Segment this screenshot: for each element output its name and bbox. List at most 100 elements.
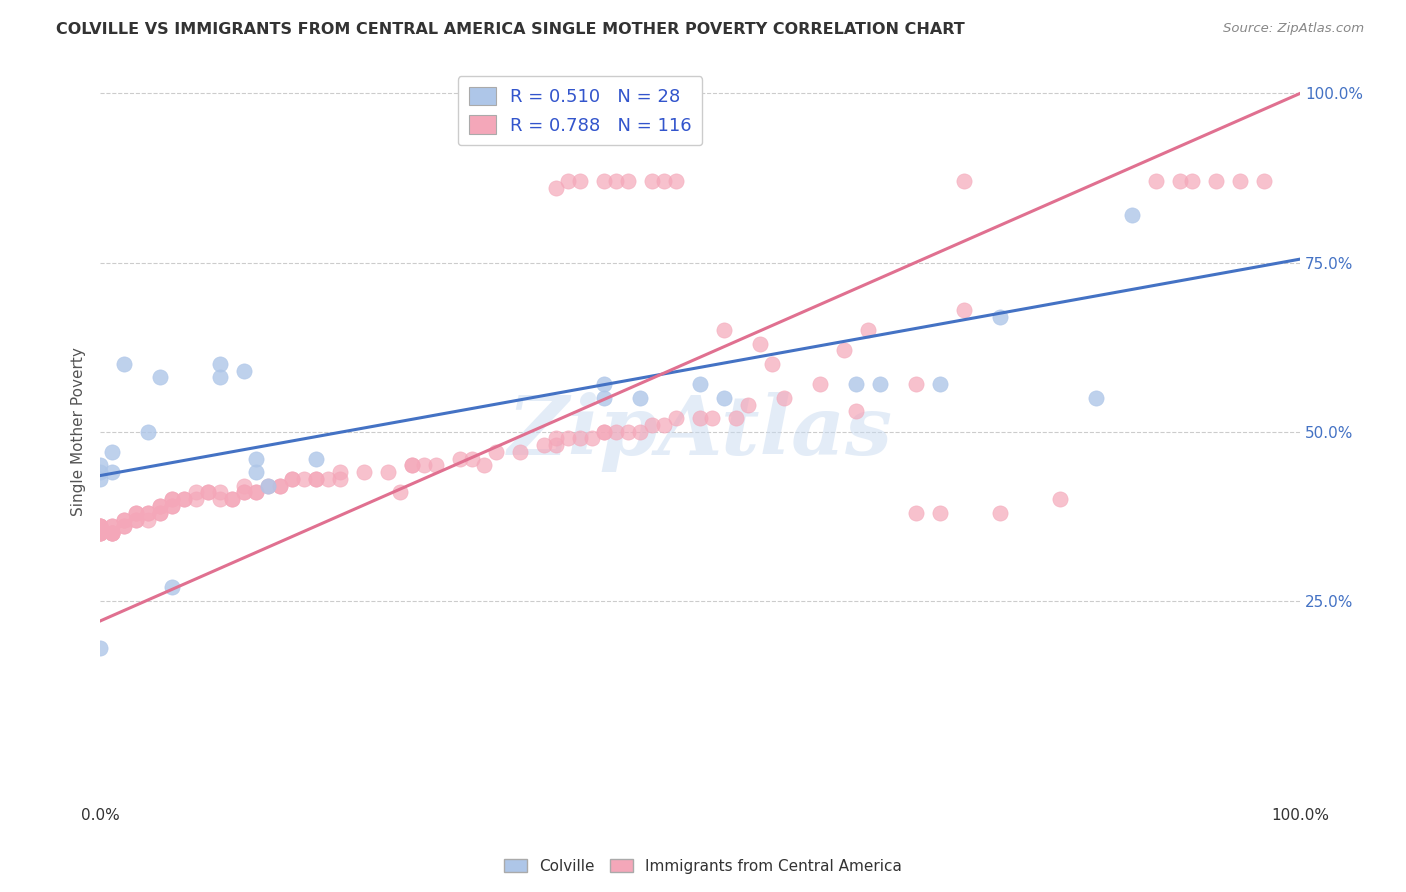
Point: [101, 526, 124, 541]
Point: [605, 174, 627, 188]
Point: [389, 485, 412, 500]
Point: [269, 479, 291, 493]
Point: [593, 425, 616, 439]
Point: [652, 174, 675, 188]
Point: [160, 492, 183, 507]
Point: [316, 472, 339, 486]
Point: [160, 492, 183, 507]
Point: [89, 526, 111, 541]
Point: [377, 465, 399, 479]
Point: [112, 512, 135, 526]
Point: [305, 472, 328, 486]
Point: [401, 458, 423, 473]
Point: [689, 377, 711, 392]
Point: [617, 174, 640, 188]
Point: [905, 377, 928, 392]
Point: [149, 499, 172, 513]
Point: [257, 479, 280, 493]
Point: [125, 506, 148, 520]
Point: [101, 519, 124, 533]
Point: [245, 485, 267, 500]
Point: [160, 499, 183, 513]
Point: [472, 458, 495, 473]
Point: [136, 506, 159, 520]
Point: [197, 485, 219, 500]
Point: [89, 526, 111, 541]
Point: [700, 411, 723, 425]
Point: [557, 431, 579, 445]
Point: [101, 445, 124, 459]
Point: [89, 641, 111, 656]
Point: [125, 506, 148, 520]
Point: [245, 465, 267, 479]
Point: [209, 370, 232, 384]
Point: [1253, 174, 1275, 188]
Point: [845, 404, 868, 418]
Point: [269, 479, 291, 493]
Point: [665, 174, 688, 188]
Point: [89, 526, 111, 541]
Point: [173, 492, 195, 507]
Point: [89, 519, 111, 533]
Point: [281, 472, 304, 486]
Point: [641, 174, 664, 188]
Point: [652, 417, 675, 432]
Point: [89, 519, 111, 533]
Point: [546, 438, 568, 452]
Point: [112, 357, 135, 371]
Point: [593, 174, 616, 188]
Point: [149, 370, 172, 384]
Point: [1085, 391, 1108, 405]
Point: [665, 411, 688, 425]
Point: [628, 391, 651, 405]
Point: [136, 425, 159, 439]
Point: [233, 485, 256, 500]
Point: [184, 492, 207, 507]
Text: Source: ZipAtlas.com: Source: ZipAtlas.com: [1223, 22, 1364, 36]
Point: [413, 458, 436, 473]
Point: [557, 174, 579, 188]
Point: [845, 377, 868, 392]
Point: [641, 417, 664, 432]
Point: [1049, 492, 1071, 507]
Point: [1168, 174, 1191, 188]
Point: [988, 310, 1011, 324]
Point: [713, 323, 735, 337]
Legend: Colville, Immigrants from Central America: Colville, Immigrants from Central Americ…: [498, 853, 908, 880]
Point: [725, 411, 748, 425]
Text: ZipAtlas: ZipAtlas: [508, 392, 893, 472]
Point: [617, 425, 640, 439]
Y-axis label: Single Mother Poverty: Single Mother Poverty: [72, 347, 86, 516]
Point: [173, 492, 195, 507]
Point: [184, 485, 207, 500]
Point: [101, 526, 124, 541]
Point: [605, 425, 627, 439]
Point: [546, 431, 568, 445]
Point: [112, 519, 135, 533]
Point: [149, 506, 172, 520]
Point: [485, 445, 508, 459]
Point: [209, 485, 232, 500]
Point: [953, 302, 976, 317]
Point: [749, 336, 772, 351]
Point: [713, 391, 735, 405]
Point: [281, 472, 304, 486]
Point: [953, 174, 976, 188]
Point: [546, 181, 568, 195]
Point: [593, 377, 616, 392]
Point: [149, 499, 172, 513]
Point: [329, 472, 352, 486]
Point: [209, 357, 232, 371]
Point: [221, 492, 243, 507]
Point: [101, 519, 124, 533]
Point: [425, 458, 447, 473]
Point: [305, 451, 328, 466]
Point: [509, 445, 531, 459]
Point: [112, 519, 135, 533]
Point: [1229, 174, 1251, 188]
Point: [1181, 174, 1204, 188]
Point: [689, 411, 711, 425]
Point: [808, 377, 831, 392]
Point: [233, 485, 256, 500]
Point: [856, 323, 879, 337]
